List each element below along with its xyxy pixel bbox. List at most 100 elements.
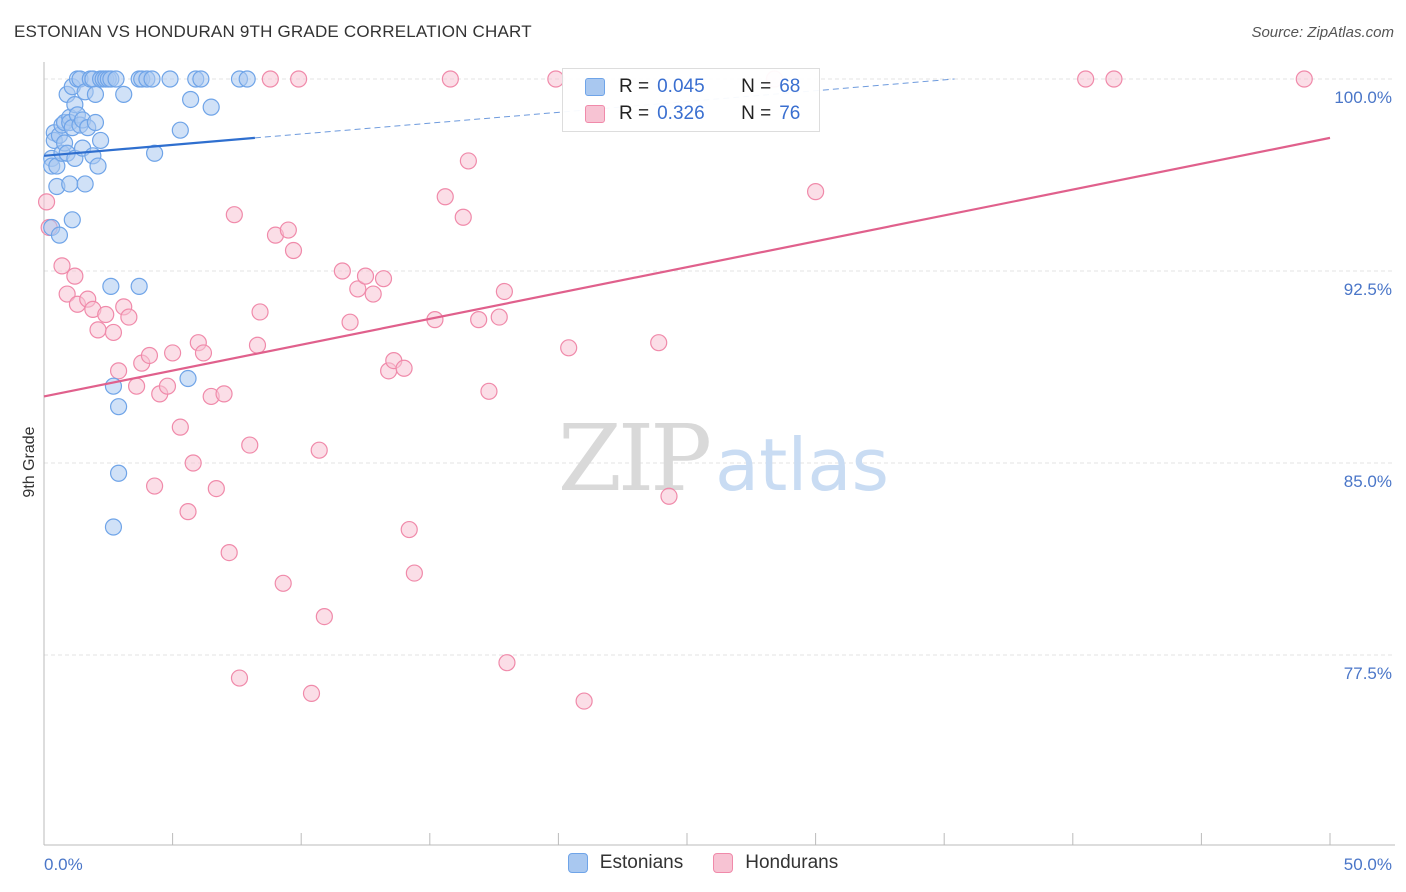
point-hondurans bbox=[660, 487, 678, 505]
point-hondurans bbox=[140, 346, 159, 365]
point-estonians bbox=[86, 113, 105, 132]
point-estonians bbox=[61, 175, 79, 193]
point-hondurans bbox=[279, 221, 297, 239]
point-estonians bbox=[76, 175, 94, 193]
point-hondurans bbox=[207, 480, 225, 498]
axes bbox=[43, 62, 1395, 846]
point-hondurans bbox=[145, 477, 164, 495]
point-estonians bbox=[63, 211, 81, 229]
point-hondurans bbox=[109, 362, 128, 380]
point-estonians bbox=[192, 70, 210, 88]
point-hondurans bbox=[127, 377, 146, 395]
point-hondurans bbox=[315, 607, 333, 626]
point-hondurans bbox=[284, 241, 303, 260]
estonians-swatch bbox=[567, 853, 588, 873]
point-estonians bbox=[91, 131, 110, 150]
point-hondurans bbox=[302, 684, 321, 703]
point-hondurans bbox=[248, 336, 267, 354]
point-hondurans bbox=[194, 344, 213, 362]
point-hondurans bbox=[1077, 70, 1095, 88]
point-hondurans bbox=[495, 282, 513, 301]
point-estonians bbox=[202, 98, 220, 116]
point-hondurans bbox=[274, 574, 292, 592]
y-tick-label: 92.5% bbox=[1344, 280, 1392, 299]
point-estonians bbox=[86, 85, 105, 103]
point-estonians bbox=[50, 226, 69, 244]
series-legend: Estonians Hondurans bbox=[0, 852, 1406, 874]
hondurans-swatch bbox=[585, 105, 605, 123]
point-hondurans bbox=[251, 303, 269, 321]
n-label: N = bbox=[741, 103, 772, 124]
point-hondurans bbox=[454, 208, 472, 226]
point-hondurans bbox=[356, 267, 375, 285]
point-hondurans bbox=[470, 311, 488, 329]
point-estonians bbox=[238, 70, 256, 88]
r-value: 0.045 bbox=[657, 76, 705, 97]
point-estonians bbox=[109, 398, 128, 416]
legend-label-hondurans: Hondurans bbox=[745, 852, 839, 873]
point-hondurans bbox=[441, 70, 459, 88]
point-hondurans bbox=[1105, 70, 1123, 88]
point-estonians bbox=[171, 121, 189, 139]
point-estonians bbox=[89, 157, 107, 175]
r-value: 0.326 bbox=[657, 103, 705, 124]
watermark-zip: ZIP bbox=[558, 405, 709, 512]
trend-line-estonians bbox=[43, 136, 255, 157]
point-estonians bbox=[143, 70, 161, 88]
point-hondurans bbox=[575, 692, 593, 710]
point-hondurans bbox=[230, 669, 249, 687]
point-hondurans bbox=[37, 193, 56, 211]
tick-labels: 77.5% 85.0% 92.5% 100.0% 0.0% 50.0% 9th Grade bbox=[21, 88, 1392, 874]
point-hondurans bbox=[164, 344, 182, 362]
r-label: R = bbox=[619, 103, 650, 124]
chart-title: ESTONIAN VS HONDURAN 9TH GRADE CORRELATI… bbox=[14, 22, 532, 41]
legend-item-estonians[interactable]: Estonians bbox=[567, 852, 684, 874]
point-hondurans bbox=[171, 418, 189, 436]
y-tick-label: 100.0% bbox=[1334, 88, 1392, 107]
point-estonians bbox=[182, 90, 200, 109]
legend-item-hondurans[interactable]: Hondurans bbox=[713, 852, 838, 874]
point-hondurans bbox=[179, 503, 197, 521]
point-hondurans bbox=[215, 385, 233, 403]
point-estonians bbox=[102, 277, 120, 295]
legend-row-estonians: R = 0.045 N = 68 bbox=[585, 74, 800, 100]
point-hondurans bbox=[400, 520, 418, 539]
point-estonians bbox=[104, 518, 123, 536]
point-hondurans bbox=[261, 70, 279, 88]
n-value: 68 bbox=[779, 76, 801, 97]
y-tick-label: 77.5% bbox=[1344, 664, 1392, 683]
source-label: Source: ZipAtlas.com bbox=[1251, 24, 1394, 41]
series-hondurans bbox=[37, 70, 1313, 710]
point-hondurans bbox=[66, 267, 84, 285]
point-hondurans bbox=[58, 285, 76, 303]
point-hondurans bbox=[97, 305, 115, 324]
x-tick-label: 0.0% bbox=[44, 855, 83, 874]
point-estonians bbox=[130, 277, 148, 295]
point-hondurans bbox=[1295, 70, 1313, 88]
series-estonians bbox=[43, 70, 256, 536]
point-hondurans bbox=[120, 308, 138, 326]
point-hondurans bbox=[650, 334, 668, 352]
point-estonians bbox=[107, 70, 125, 88]
point-hondurans bbox=[395, 359, 413, 377]
legend-row-hondurans: R = 0.326 N = 76 bbox=[585, 101, 800, 127]
point-hondurans bbox=[310, 441, 328, 459]
point-hondurans bbox=[364, 285, 382, 303]
point-hondurans bbox=[490, 308, 508, 326]
r-label: R = bbox=[619, 76, 650, 97]
n-label: N = bbox=[741, 76, 772, 97]
point-hondurans bbox=[241, 436, 259, 454]
point-hondurans bbox=[436, 188, 454, 206]
point-hondurans bbox=[498, 654, 516, 672]
y-axis-title: 9th Grade bbox=[21, 426, 38, 497]
point-hondurans bbox=[220, 543, 238, 562]
point-estonians bbox=[179, 369, 197, 388]
legend-label-estonians: Estonians bbox=[599, 852, 684, 873]
point-hondurans bbox=[480, 382, 498, 400]
watermark-atlas: atlas bbox=[715, 423, 889, 507]
hondurans-swatch bbox=[713, 853, 734, 873]
point-hondurans bbox=[290, 70, 308, 88]
point-hondurans bbox=[225, 206, 243, 224]
point-estonians bbox=[145, 144, 164, 162]
